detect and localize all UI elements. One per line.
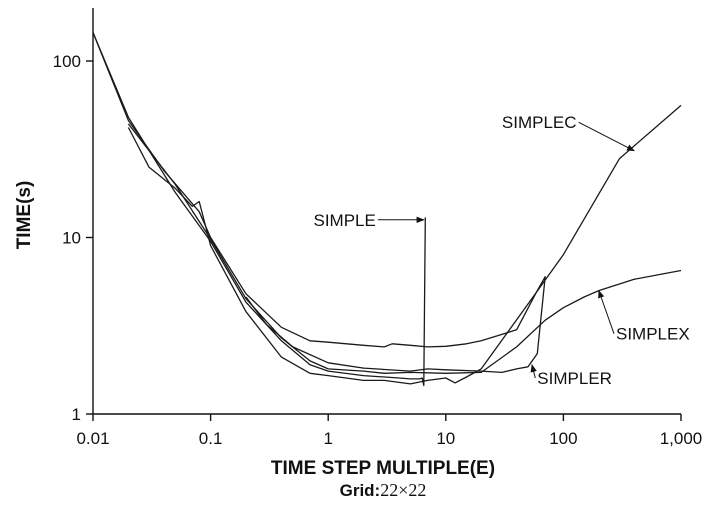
- x-tick-label: 0.1: [199, 429, 223, 448]
- tick-labels: 0.01 0.1 1 10 100 1,000 1 10 100: [53, 52, 703, 448]
- x-tick-label: 10: [436, 429, 455, 448]
- annotations: SIMPLE SIMPLEC SIMPLEX SIMPLER: [314, 113, 690, 388]
- subtitle-key: Grid:: [340, 481, 381, 500]
- y-tick-label: 10: [62, 229, 81, 248]
- annotation-arrow-simplec: [578, 121, 635, 152]
- series-label-simple: SIMPLE: [314, 211, 376, 230]
- series-label-simplex: SIMPLEX: [616, 325, 690, 344]
- series-label-simpler: SIMPLER: [537, 369, 612, 388]
- y-tick-label: 100: [53, 52, 81, 71]
- ticks: [86, 60, 682, 421]
- series-line-simple: [92, 32, 426, 387]
- x-tick-label: 100: [549, 429, 577, 448]
- axes: [92, 8, 681, 415]
- chart-subtitle: Grid:22×22: [340, 480, 427, 500]
- x-tick-label: 1,000: [660, 429, 703, 448]
- series: [92, 32, 682, 387]
- y-tick-label: 1: [72, 405, 81, 424]
- series-line-simpler: [92, 32, 546, 374]
- x-tick-label: 0.01: [76, 429, 109, 448]
- y-axis-title: TIME(s): [14, 181, 35, 250]
- series-line-simplex: [127, 123, 682, 374]
- annotation-arrow-simplex: [598, 289, 615, 334]
- x-axis-title: TIME STEP MULTIPLE(E): [271, 458, 495, 479]
- annotation-arrow-simpler: [530, 364, 537, 379]
- x-tick-label: 1: [323, 429, 332, 448]
- subtitle-value: 22×22: [380, 480, 426, 500]
- series-label-simplec: SIMPLEC: [502, 113, 577, 132]
- series-line-simplec: [127, 104, 682, 385]
